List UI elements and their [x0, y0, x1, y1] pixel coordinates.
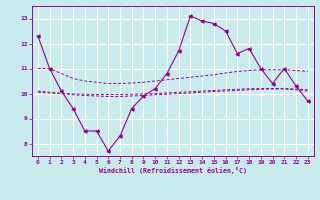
X-axis label: Windchill (Refroidissement éolien,°C): Windchill (Refroidissement éolien,°C) — [99, 167, 247, 174]
